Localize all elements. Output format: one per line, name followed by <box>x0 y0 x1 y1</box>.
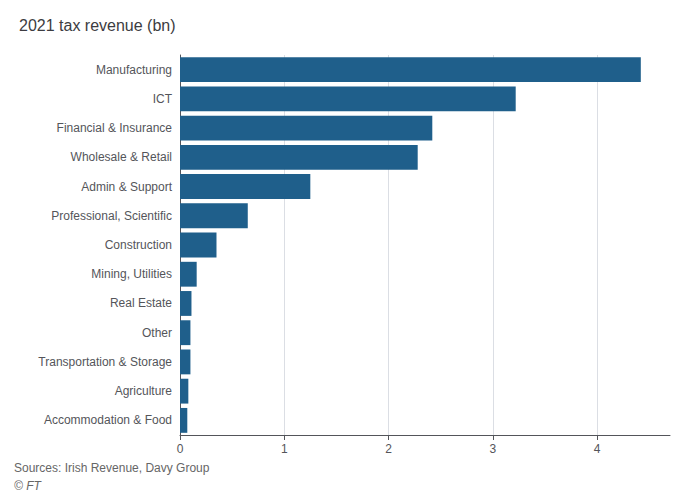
svg-text:Financial & Insurance: Financial & Insurance <box>57 121 173 135</box>
svg-text:Admin & Support: Admin & Support <box>81 180 172 194</box>
svg-text:Manufacturing: Manufacturing <box>96 63 172 77</box>
svg-text:Construction: Construction <box>105 238 172 252</box>
svg-text:Real Estate: Real Estate <box>110 296 172 310</box>
svg-text:Mining, Utilities: Mining, Utilities <box>91 267 172 281</box>
svg-text:2: 2 <box>385 442 392 456</box>
svg-text:1: 1 <box>281 442 288 456</box>
svg-text:2021 tax revenue (bn): 2021 tax revenue (bn) <box>19 17 176 34</box>
svg-text:0: 0 <box>177 442 184 456</box>
svg-text:Sources: Irish Revenue, Davy G: Sources: Irish Revenue, Davy Group <box>14 461 210 475</box>
svg-text:4: 4 <box>594 442 601 456</box>
svg-text:Agriculture: Agriculture <box>115 384 173 398</box>
svg-text:Professional, Scientific: Professional, Scientific <box>51 209 172 223</box>
svg-text:Wholesale & Retail: Wholesale & Retail <box>71 150 172 164</box>
svg-text:ICT: ICT <box>153 92 173 106</box>
svg-text:Other: Other <box>142 326 172 340</box>
svg-text:© FT: © FT <box>14 479 43 493</box>
svg-text:3: 3 <box>489 442 496 456</box>
svg-text:Accommodation & Food: Accommodation & Food <box>44 413 172 427</box>
svg-text:Transportation & Storage: Transportation & Storage <box>38 355 172 369</box>
